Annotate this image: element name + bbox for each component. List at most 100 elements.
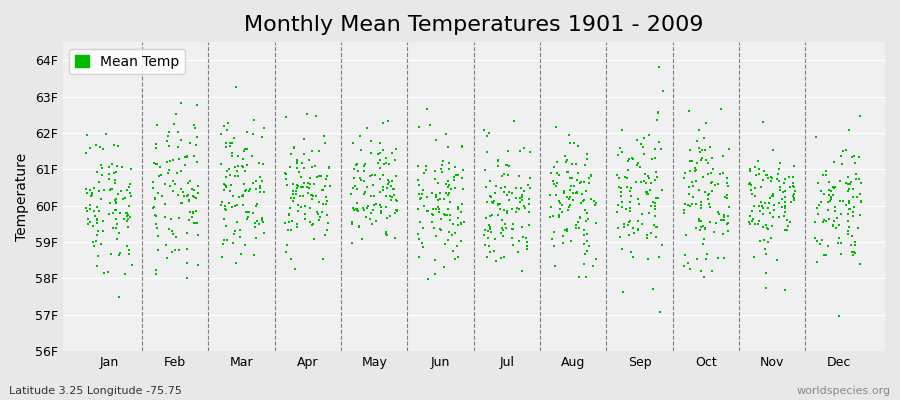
Point — [824, 194, 839, 200]
Point — [505, 226, 519, 232]
Point — [721, 220, 735, 226]
Point — [122, 247, 137, 254]
Point — [443, 199, 457, 205]
Point — [482, 178, 497, 184]
Point — [620, 184, 634, 190]
Point — [649, 234, 663, 241]
Point — [249, 177, 264, 184]
Point — [679, 170, 693, 176]
Point — [249, 203, 264, 210]
Point — [521, 208, 535, 215]
Point — [716, 254, 731, 261]
Point — [760, 224, 775, 231]
Point — [360, 125, 374, 131]
Point — [644, 156, 659, 162]
Point — [102, 164, 116, 170]
Point — [292, 168, 306, 175]
Point — [752, 218, 766, 224]
Point — [121, 224, 135, 230]
Point — [456, 185, 471, 192]
Point — [286, 198, 301, 204]
Point — [649, 168, 663, 175]
Point — [93, 144, 107, 150]
Point — [572, 219, 586, 226]
Point — [411, 182, 426, 188]
Point — [775, 204, 789, 210]
Point — [166, 188, 180, 194]
Point — [719, 180, 733, 186]
Point — [512, 238, 526, 245]
Point — [123, 192, 138, 199]
Point — [375, 146, 390, 153]
Point — [149, 267, 164, 273]
Point — [102, 268, 116, 275]
Point — [564, 183, 579, 189]
Point — [547, 263, 562, 270]
Point — [94, 241, 108, 247]
Point — [350, 200, 365, 206]
Point — [623, 208, 637, 214]
Point — [432, 226, 446, 232]
Point — [827, 204, 842, 210]
Point — [764, 178, 778, 184]
Point — [436, 158, 450, 164]
Point — [691, 145, 706, 152]
Point — [351, 208, 365, 214]
Point — [87, 185, 102, 192]
Point — [451, 205, 465, 212]
Point — [446, 221, 460, 228]
Point — [410, 231, 425, 238]
Point — [558, 159, 572, 165]
Point — [175, 200, 189, 206]
Point — [235, 192, 249, 199]
Point — [788, 163, 802, 169]
Point — [742, 213, 757, 220]
Point — [456, 219, 471, 225]
Point — [446, 248, 460, 254]
Point — [685, 201, 699, 208]
Point — [256, 189, 271, 195]
Point — [253, 184, 267, 191]
Point — [545, 178, 560, 184]
Point — [444, 186, 458, 192]
Point — [217, 123, 231, 129]
Point — [120, 210, 134, 216]
Point — [346, 185, 360, 192]
Point — [500, 225, 514, 232]
Point — [569, 222, 583, 228]
Point — [566, 196, 580, 203]
Point — [150, 190, 165, 196]
Point — [359, 184, 374, 190]
Point — [650, 117, 664, 123]
Point — [566, 190, 580, 196]
Point — [567, 140, 581, 146]
Point — [563, 140, 578, 146]
Point — [147, 160, 161, 166]
Point — [316, 256, 330, 262]
Point — [497, 171, 511, 177]
Point — [318, 140, 332, 146]
Point — [85, 192, 99, 198]
Point — [572, 215, 587, 221]
Point — [560, 156, 574, 163]
Point — [720, 221, 734, 227]
Point — [223, 172, 238, 178]
Point — [654, 242, 669, 248]
Point — [496, 233, 510, 239]
Point — [389, 197, 403, 204]
Point — [847, 204, 861, 210]
Point — [287, 144, 302, 150]
Point — [255, 178, 269, 184]
Point — [233, 234, 248, 240]
Point — [720, 192, 734, 198]
Point — [307, 236, 321, 242]
Point — [316, 200, 330, 207]
Point — [512, 173, 526, 180]
Point — [222, 140, 237, 146]
Point — [496, 226, 510, 233]
Point — [454, 238, 468, 245]
Point — [626, 254, 640, 260]
Point — [107, 142, 122, 148]
Point — [283, 164, 297, 170]
Point — [238, 188, 252, 194]
